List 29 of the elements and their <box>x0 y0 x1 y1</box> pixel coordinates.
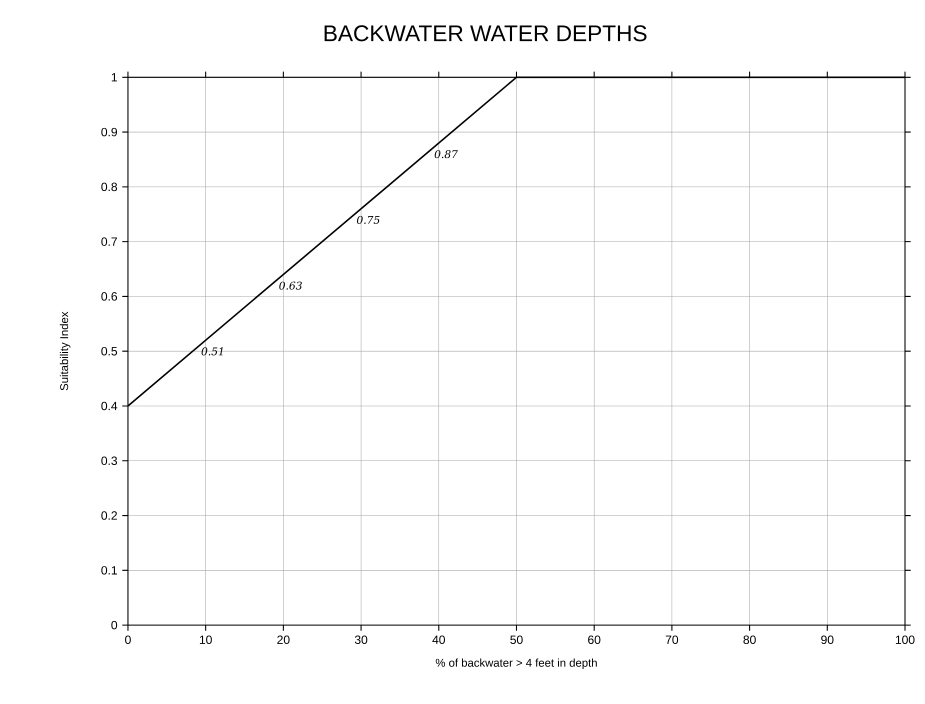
x-tick-label: 0 <box>125 636 131 644</box>
annotation: 0.87 <box>434 150 458 158</box>
y-tick-label: 0.2 <box>101 511 117 520</box>
annotation: 0.75 <box>357 216 380 224</box>
annotation: 0.63 <box>279 282 302 290</box>
x-tick-label: 30 <box>354 636 368 644</box>
x-tick-label: 60 <box>588 636 600 644</box>
y-tick-label: 1 <box>112 73 117 82</box>
y-tick-label: 0.9 <box>101 128 117 136</box>
x-tick-label: 90 <box>821 636 834 644</box>
annotation: 0.51 <box>202 347 223 356</box>
y-tick-label: 0.7 <box>101 238 117 246</box>
chart-title: BACKWATER WATER DEPTHS <box>324 25 647 42</box>
y-tick-label: 0.6 <box>101 292 118 301</box>
x-tick-label: 100 <box>896 636 915 644</box>
x-tick-label: 10 <box>200 636 212 644</box>
x-tick-label: 50 <box>510 636 523 644</box>
x-tick-label: 40 <box>432 636 445 644</box>
y-tick-label: 0.1 <box>101 566 117 575</box>
y-tick-label: 0.8 <box>101 182 118 192</box>
y-axis-title: Suitability Index <box>60 312 70 390</box>
y-tick-label: 0.5 <box>101 347 118 356</box>
y-tick-label: 0.3 <box>101 456 118 466</box>
y-tick-label: 0.4 <box>101 402 118 410</box>
x-tick-label: 20 <box>277 636 290 644</box>
y-tick-label: 0 <box>111 620 118 630</box>
x-tick-label: 70 <box>666 636 678 644</box>
x-axis-title: % of backwater > 4 feet in depth <box>436 658 597 670</box>
x-tick-label: 80 <box>743 636 756 644</box>
